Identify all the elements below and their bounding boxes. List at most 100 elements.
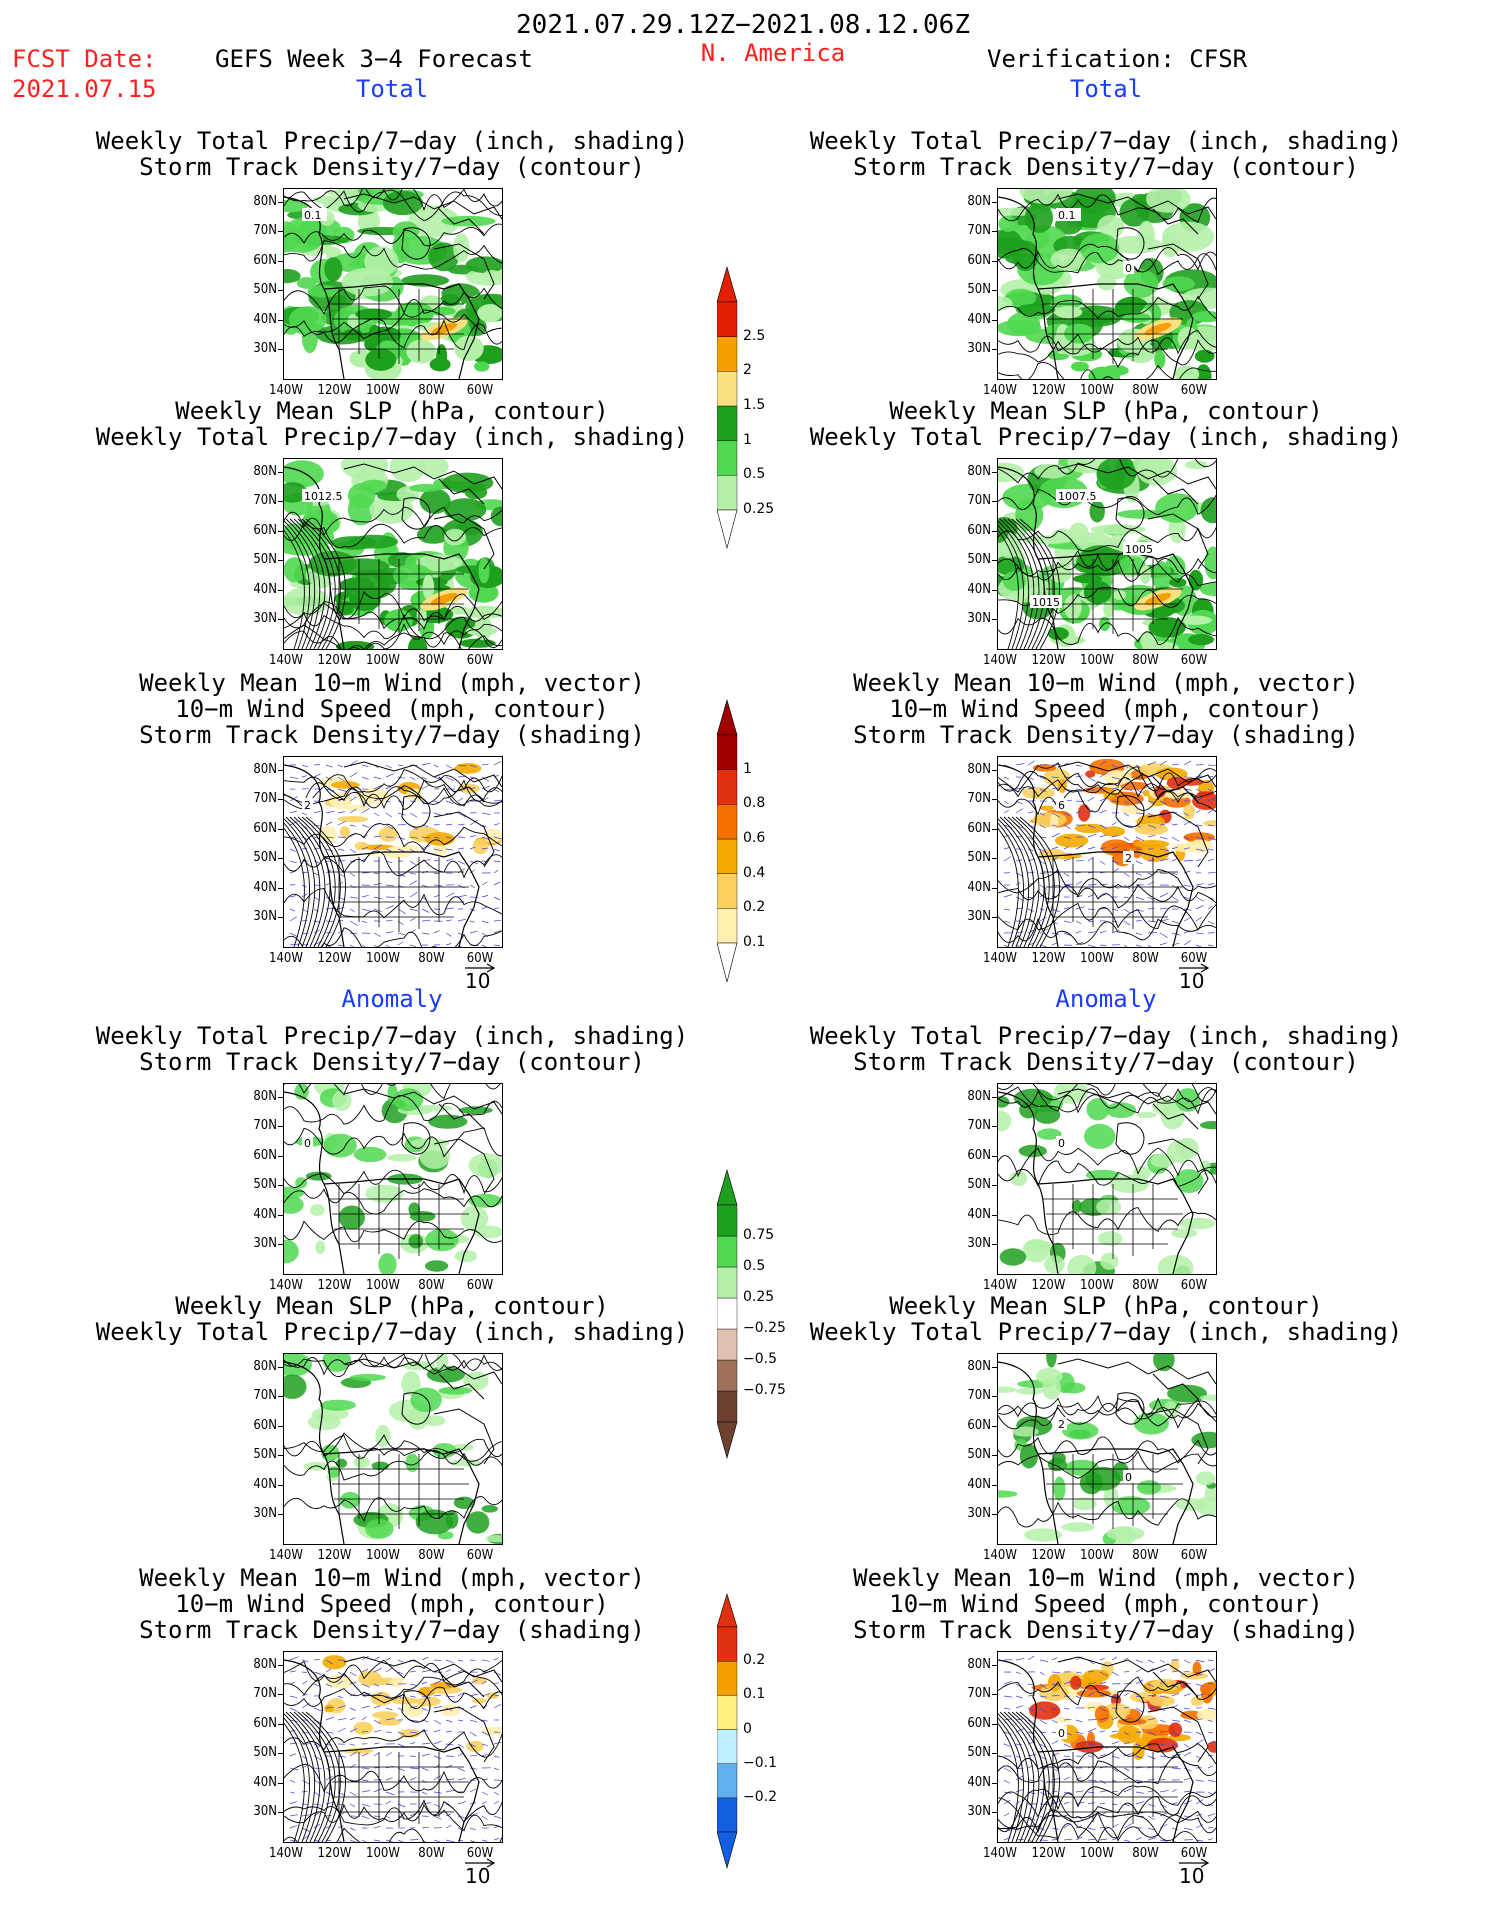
colorbar-swatch [717,769,738,805]
y-tick-label: 40N [967,1476,991,1492]
vector-reference-value: 10 [465,1864,491,1888]
vector-reference: 10 [465,1858,496,1888]
vector-reference: 10 [465,963,496,993]
colorbar-swatch [717,873,738,909]
y-tick-label: 50N [253,552,277,568]
y-tick [992,1185,997,1187]
y-tick-label: 40N [253,879,277,895]
colorbar-total_storm [717,698,738,983]
y-tick-label: 30N [967,1236,991,1251]
colorbar-swatch [717,301,738,337]
panel-title-line: Weekly Mean SLP (hPa, contour) [889,1292,1323,1320]
x-tick-label: 60W [466,653,494,668]
y-tick-label: 70N [967,791,991,807]
contour-label: 2 [1125,852,1132,865]
x-tick-label: 120W [317,653,352,668]
panel-title-line: Weekly Mean 10−m Wind (mph, vector) [853,669,1359,697]
y-tick-label: 30N [967,341,991,356]
map-panel: 2 [283,756,503,948]
y-tick [992,619,997,620]
panel-title: Weekly Mean 10−m Wind (mph, vector) 10−m … [853,670,1359,748]
x-tick-label: 120W [1031,951,1066,966]
x-tick-label: 140W [983,951,1017,966]
colorbar-label: 0.6 [743,830,766,846]
x-tick-label: 100W [366,383,400,398]
x-tick-label: 80W [1132,1548,1159,1563]
panel-title-line: Weekly Total Precip/7−day (inch, shading… [95,423,689,451]
panel-title-line: 10−m Wind Speed (mph, contour) [175,1590,609,1618]
map-panel [283,1353,503,1545]
colorbar-label: 0.1 [743,1686,766,1703]
x-tick-label: 60W [1180,653,1208,668]
x-tick-label: 120W [317,383,352,398]
colorbar-label: 0.4 [743,864,766,881]
colorbar-swatch [717,804,738,840]
y-tick-label: 70N [253,791,277,807]
x-tick-label: 80W [1132,1278,1159,1293]
y-tick [992,589,997,591]
contour-label-bg [302,208,327,221]
colorbar-swatch [717,838,738,874]
y-tick-label: 80N [253,1657,277,1672]
contour-label-bg [302,1136,313,1149]
colorbar-cap [717,942,738,983]
colorbar-swatch [717,371,738,407]
x-tick-label: 60W [1180,1548,1208,1563]
y-tick [278,1185,283,1187]
x-tick-label: 140W [269,951,303,966]
contour-label: 1012.5 [304,490,343,503]
y-tick-label: 80N [967,1657,991,1672]
colorbar-cap [717,1168,738,1206]
colorbar-swatch [717,908,738,944]
y-tick-label: 80N [253,1359,277,1374]
y-tick [992,560,997,562]
panel-title: Weekly Total Precip/7−day (inch, shading… [96,1023,688,1075]
vector-arrow [1179,1858,1210,1868]
y-tick-label: 30N [967,1804,991,1819]
y-tick [992,1425,997,1427]
y-tick [992,1665,997,1666]
y-tick-label: 30N [967,1506,991,1521]
y-tick [278,260,283,262]
y-tick [992,1097,997,1098]
x-tick-label: 100W [366,1846,400,1861]
y-tick-label: 60N [253,252,277,268]
x-tick-label: 100W [366,951,400,966]
panel-title-line: Storm Track Density/7−day (shading) [139,721,645,749]
colorbar-swatch [717,336,738,372]
x-tick-label: 100W [366,653,400,668]
contour-label: 6 [1058,799,1065,812]
y-tick [278,799,283,801]
y-tick [992,1723,997,1725]
section-anomaly-left: Anomaly [341,985,443,1013]
map-panel: 0 [283,1083,503,1275]
colorbar-label: 0.25 [743,1289,775,1305]
colorbar-swatch [717,1328,738,1361]
panel-title-line: 10−m Wind Speed (mph, contour) [889,695,1323,723]
date-range-title: 2021.07.29.12Z−2021.08.12.06Z [516,10,970,40]
y-tick [278,1812,283,1813]
panel-title-line: Weekly Total Precip/7−day (inch, shading… [809,127,1403,155]
y-tick-label: 60N [967,1147,991,1163]
y-tick-label: 80N [253,762,277,777]
y-tick [992,231,997,233]
x-tick-label: 80W [1132,951,1159,966]
y-tick-label: 70N [253,1686,277,1702]
contour-label-bg [302,798,313,811]
map-panel: 0 [997,1651,1217,1843]
y-tick-label: 40N [253,311,277,327]
colorbar-label: 0.2 [743,1652,766,1669]
map-panel: 1007.5 1005 1015 [997,458,1217,650]
y-tick-label: 60N [967,1715,991,1731]
colorbar-label: 0.25 [743,501,775,517]
colorbar-swatch [717,475,738,511]
vector-reference-value: 10 [1179,1864,1205,1888]
colorbar-cap [717,1421,738,1460]
y-tick [992,887,997,889]
x-tick-label: 60W [466,951,494,966]
colorbar-swatch [717,1626,738,1662]
y-tick-label: 80N [967,762,991,777]
y-tick [278,1396,283,1398]
y-tick [992,1155,997,1157]
y-tick-label: 30N [253,611,277,626]
